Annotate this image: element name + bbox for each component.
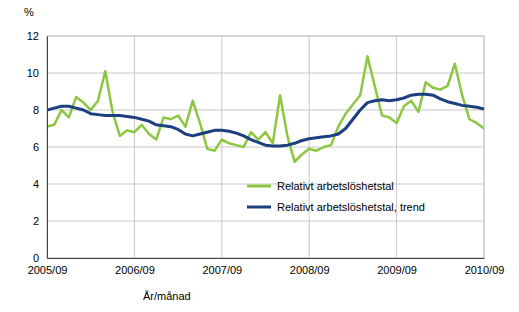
y-tick-label: 10 — [27, 67, 39, 79]
legend-label: Relativt arbetslöshetstal, trend — [277, 201, 425, 213]
y-tick-label: 2 — [33, 215, 39, 227]
y-axis: 0 2 4 6 8 10 12 — [27, 30, 48, 264]
lines — [47, 56, 484, 161]
x-tick: 2008/09 — [290, 258, 330, 276]
grid-line-x — [396, 36, 397, 258]
x-tick-label: 2007/09 — [202, 264, 242, 276]
legend-swatch — [247, 185, 271, 188]
x-tick-label: 2005/09 — [28, 264, 68, 276]
x-tick-label: 2009/09 — [377, 264, 417, 276]
x-tick: 2010/09 — [465, 258, 505, 276]
x-tick-label: 2010/09 — [465, 264, 505, 276]
y-tick: 0 — [33, 252, 47, 264]
grid-line-y — [47, 73, 484, 74]
grid-line-y — [47, 184, 484, 185]
legend: Relativt arbetslöshetstal Relativt arbets… — [247, 180, 425, 213]
y-tick-label: 8 — [33, 104, 39, 116]
plot-frame — [47, 36, 484, 258]
grid-line-x — [134, 36, 135, 258]
y-tick: 12 — [27, 30, 47, 42]
y-tick-label: 6 — [33, 141, 39, 153]
y-tick-label: 4 — [33, 178, 39, 190]
x-tick: 2006/09 — [115, 258, 155, 276]
y-tick-label: 12 — [27, 30, 39, 42]
grid — [47, 36, 484, 258]
y-tick: 2 — [33, 215, 47, 227]
y-tick: 8 — [33, 104, 47, 116]
x-axis-title: År/månad — [143, 290, 191, 302]
legend-swatch — [247, 206, 271, 209]
grid-line-y — [47, 221, 484, 222]
series-line — [47, 94, 484, 146]
y-axis-line — [47, 37, 48, 259]
series-line — [47, 56, 484, 161]
y-axis-title: % — [24, 6, 34, 18]
x-tick-label: 2008/09 — [290, 264, 330, 276]
legend-label: Relativt arbetslöshetstal — [277, 180, 394, 192]
y-tick-label: 0 — [33, 252, 39, 264]
chart: 0246810122005/092006/092007/092008/09200… — [0, 0, 519, 312]
grid-line-x — [309, 36, 310, 258]
x-axis-line — [48, 258, 485, 259]
y-tick: 4 — [33, 178, 47, 190]
x-tick: 2009/09 — [377, 258, 417, 276]
x-tick-label: 2006/09 — [115, 264, 155, 276]
x-axis: 2005/09 2006/09 2007/09 2008/09 2009/09 2010/… — [28, 258, 505, 276]
grid-line-x — [221, 36, 222, 258]
y-tick: 6 — [33, 141, 47, 153]
x-tick: 2007/09 — [202, 258, 242, 276]
x-tick: 2005/09 — [28, 258, 68, 276]
y-tick: 10 — [27, 67, 47, 79]
